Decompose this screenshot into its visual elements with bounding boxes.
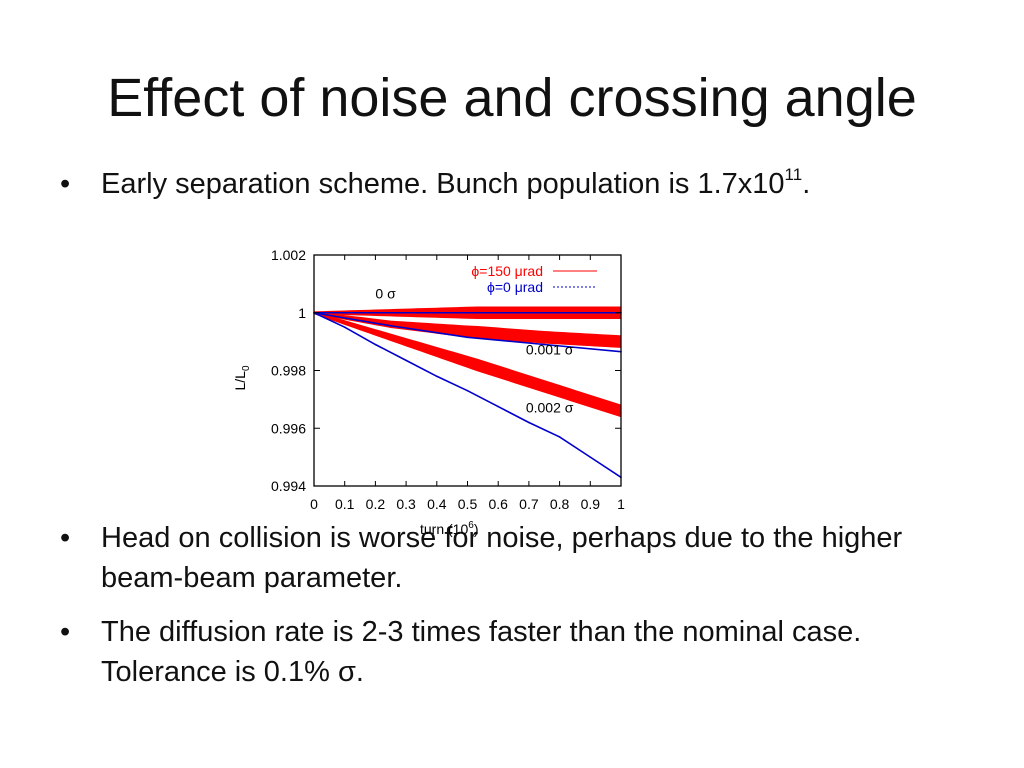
exponent: 11 [785, 165, 803, 184]
data-point [344, 326, 346, 328]
x-tick-label: 0 [310, 496, 318, 512]
data-point [543, 312, 545, 314]
x-tick-label: 0.3 [396, 496, 416, 512]
data-point [528, 422, 530, 424]
data-point [497, 406, 499, 408]
data-point [390, 325, 392, 327]
x-tick-label: 0.4 [427, 496, 447, 512]
data-point [436, 375, 438, 377]
bullet-text: The diffusion rate is 2-3 times faster t… [101, 612, 981, 692]
data-point [467, 336, 469, 338]
slide-title: Effect of noise and crossing angle [0, 62, 1024, 134]
x-tick-label: 0.1 [335, 496, 355, 512]
plot-frame [314, 255, 621, 486]
bullet-text: Early separation scheme. Bunch populatio… [101, 164, 981, 204]
sigma-symbol: σ [338, 656, 356, 688]
x-tick-label: 0.2 [366, 496, 386, 512]
axis-ticks: 0 0.1 0.2 0.3 0.4 0.5 0.6 0.7 0.8 0.9 1 1.002 1 0.998… [271, 247, 625, 512]
x-tick-label: 1 [617, 496, 625, 512]
data-point [590, 456, 592, 458]
data-point [375, 344, 377, 346]
x-tick-label: 0.9 [581, 496, 601, 512]
x-tick-label: 0.6 [488, 496, 508, 512]
data-point [467, 312, 469, 314]
x-tick-label: 0.7 [519, 496, 539, 512]
y-axis-label: L/L0 [232, 365, 252, 390]
data-point [467, 390, 469, 392]
chart-annotations: 0 σ 0.001 σ 0.002 σ [375, 285, 573, 415]
y-tick-label: 0.994 [271, 478, 306, 494]
x-axis-label: turn (106) [420, 520, 478, 537]
x-axis-label-overlay: turn (106) [420, 512, 620, 542]
annotation-label: 0 σ [375, 285, 396, 301]
bullet-dot: • [60, 612, 70, 652]
data-point [405, 360, 407, 362]
annotation-label: 0.001 σ [526, 342, 574, 358]
legend-label: ϕ=0 μrad [487, 279, 543, 295]
legend-label: ϕ=150 μrad [471, 263, 543, 279]
y-tick-label: 1 [298, 305, 306, 321]
annotation-label: 0.002 σ [526, 399, 574, 415]
plot-area [313, 307, 622, 478]
bullet-dot: • [60, 164, 70, 204]
y-tick-label: 1.002 [271, 247, 306, 263]
luminosity-chart: 0 0.1 0.2 0.3 0.4 0.5 0.6 0.7 0.8 0.9 1 1.002 1 0.998… [225, 238, 635, 538]
x-tick-label: 0.5 [458, 496, 478, 512]
y-tick-label: 0.996 [271, 420, 306, 436]
bullet-dot: • [60, 518, 70, 558]
data-point [559, 436, 561, 438]
y-tick-label: 0.998 [271, 363, 306, 379]
data-point [390, 312, 392, 314]
x-tick-label: 0.8 [550, 496, 570, 512]
